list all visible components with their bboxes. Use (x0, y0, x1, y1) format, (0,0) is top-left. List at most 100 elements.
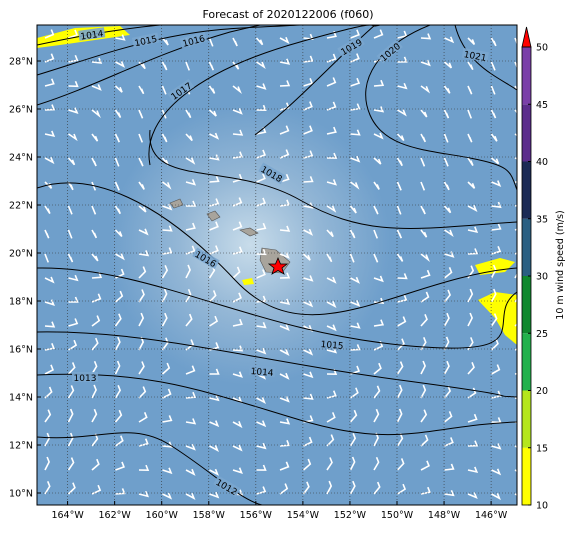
wind-barb (256, 61, 266, 69)
wind-barb (256, 248, 267, 256)
wind-barb (114, 181, 120, 191)
wind-barb (44, 321, 56, 328)
wind-barb (209, 491, 220, 499)
wind-barb (420, 434, 429, 447)
lon-tick-label: 154°W (287, 510, 320, 521)
wind-barb (467, 362, 475, 375)
wind-barb (373, 29, 384, 39)
wind-barb (209, 176, 220, 183)
wind-barb (209, 315, 219, 327)
wind-barb (444, 411, 453, 423)
wind-barb (490, 338, 499, 351)
colorbar-tick-label: 45 (536, 100, 548, 111)
wind-barb (44, 342, 55, 351)
wind-barb (44, 78, 55, 87)
wind-barb (491, 468, 502, 476)
wind-barb (162, 415, 173, 423)
wind-barb (138, 266, 147, 279)
wind-barb (91, 315, 101, 327)
wind-barb (279, 395, 290, 403)
wind-barb (279, 461, 290, 471)
wind-barb (349, 480, 356, 495)
isobar (454, 25, 517, 91)
isobar-label-bg (337, 35, 365, 58)
wind-barb (326, 324, 337, 332)
wind-barb (279, 298, 291, 306)
wind-barb (373, 408, 380, 423)
wind-barb (68, 339, 78, 351)
wind-barb (303, 202, 314, 209)
isobar-label-bg (72, 372, 98, 382)
wind-barb (115, 34, 126, 41)
wind-barb (467, 181, 476, 189)
wind-barb (396, 384, 403, 399)
wind-barb (91, 271, 103, 279)
wind-barb (443, 205, 452, 214)
wind-barb (490, 157, 500, 165)
wind-barb (420, 460, 430, 471)
wind-barb (67, 157, 76, 166)
wind-barb (162, 467, 173, 475)
wind-barb (161, 61, 168, 71)
wind-barb (302, 481, 310, 495)
wind-barb (373, 79, 385, 87)
wind-barb (256, 104, 267, 111)
wind-barb (185, 264, 191, 279)
wind-barb (444, 229, 454, 237)
wind-barb (114, 133, 121, 143)
wind-barb (350, 53, 360, 63)
wind-barb (185, 339, 195, 351)
lon-tick-label: 150°W (381, 510, 414, 521)
wind-barb (397, 316, 407, 327)
wind-barb (373, 481, 381, 495)
lon-tick-label: 148°W (428, 510, 461, 521)
wind-barb (443, 312, 450, 327)
wind-barb (232, 173, 243, 183)
colorbar-segment (522, 333, 531, 391)
wind-barb (162, 181, 172, 190)
lon-tick-label: 156°W (240, 510, 273, 521)
wind-barb (67, 181, 74, 191)
island (169, 198, 184, 209)
isobar-label-bg (376, 39, 403, 64)
wind-barb (490, 288, 497, 303)
wind-barb (67, 362, 76, 375)
wind-barb (326, 77, 337, 87)
wind-barb (185, 288, 192, 303)
wind-barb (420, 109, 428, 118)
wind-barb (115, 60, 126, 68)
wind-barb (44, 253, 50, 263)
island (239, 227, 259, 237)
wind-barb (68, 274, 79, 282)
wind-barb (91, 157, 97, 167)
lat-tick-label: 22°N (9, 201, 33, 212)
wind-barb (185, 492, 196, 501)
wind-barb (420, 486, 431, 495)
wind-barb (373, 362, 382, 375)
lat-tick-label: 24°N (9, 153, 33, 164)
wind-barb (514, 265, 517, 279)
wind-barb (443, 157, 449, 167)
wind-barb (444, 437, 454, 447)
wind-barb (420, 59, 431, 67)
wind-barb (67, 229, 73, 239)
wind-barb (232, 467, 243, 474)
wind-barb (161, 337, 169, 351)
wind-barb (420, 409, 428, 423)
wind-barb (161, 37, 169, 46)
wind-barb (397, 82, 408, 90)
wind-patch (242, 278, 254, 285)
wind-barb (91, 408, 98, 423)
wind-barb (209, 154, 220, 161)
isobar (37, 25, 261, 106)
colorbar-tick-label: 35 (536, 214, 548, 225)
isobar-label-bg (167, 78, 195, 102)
wind-barb (91, 57, 103, 64)
lon-tick-label: 146°W (475, 510, 508, 521)
wind-barb (44, 104, 56, 111)
wind-barb (443, 133, 449, 143)
title: Forecast of 2020122006 (f060) (202, 8, 373, 21)
wind-barb (420, 33, 432, 40)
wind-barb (256, 347, 267, 355)
isobar-label: 1014 (80, 29, 104, 42)
